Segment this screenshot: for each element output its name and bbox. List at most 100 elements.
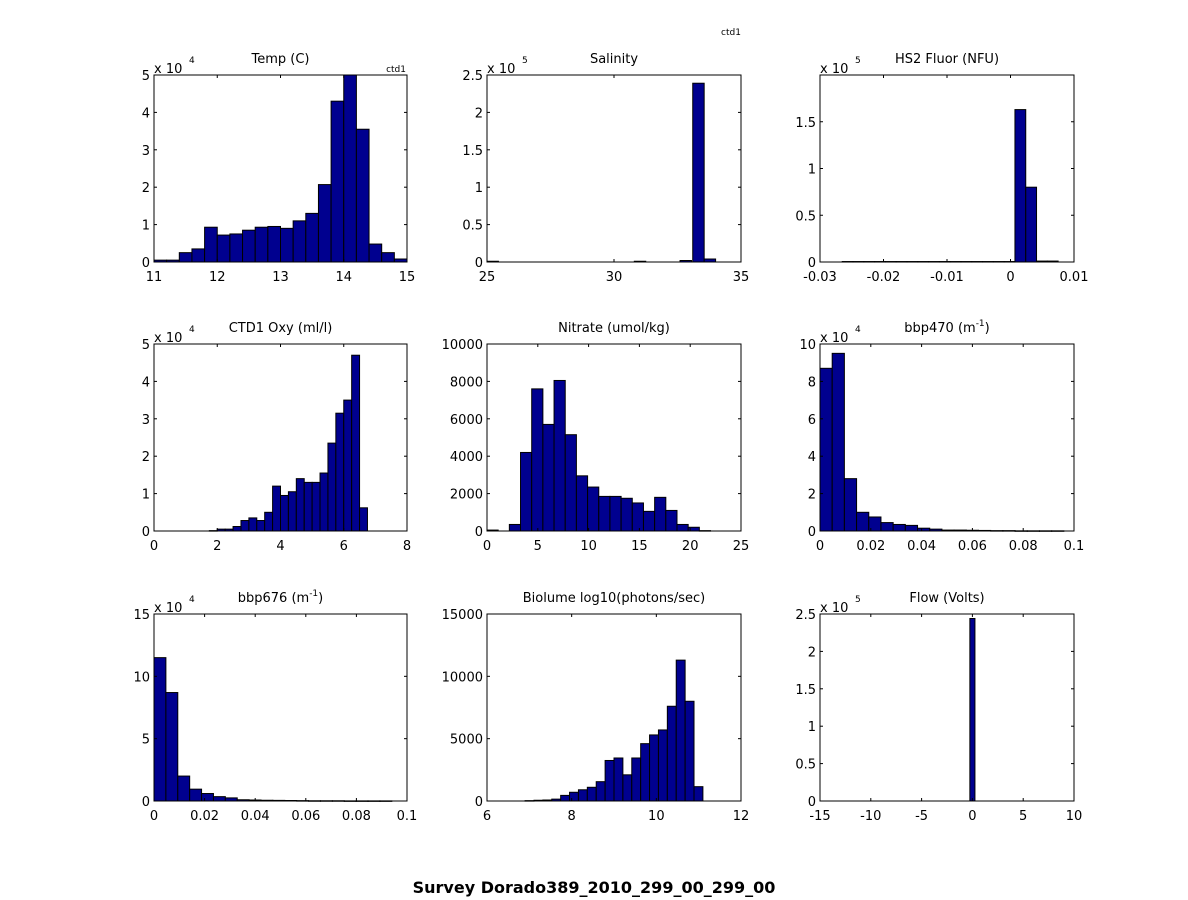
histogram-bar (684, 700, 695, 802)
y-tick-label: 1.5 (795, 683, 816, 698)
y-tick-label: 0 (475, 795, 483, 810)
panel-title-suffix: ) (985, 321, 990, 336)
x-tick-label: 0.06 (291, 809, 320, 824)
y-tick-label: 5 (142, 69, 150, 84)
histogram-bar (287, 491, 297, 532)
y-tick-label: 3 (142, 413, 150, 428)
y-exponent-label: x 10 (487, 62, 515, 77)
x-tick-label: 8 (403, 539, 411, 554)
x-tick-label: -0.03 (803, 270, 837, 285)
y-tick-label: 6000 (450, 413, 483, 428)
histogram-bar (343, 74, 357, 263)
axis-frame (486, 613, 742, 802)
panel-title: Temp (C) (251, 52, 310, 67)
y-exponent-power: 5 (522, 56, 528, 66)
histogram-bar (569, 791, 579, 802)
histogram-bar (531, 388, 544, 532)
y-tick-label: 0.5 (795, 758, 816, 773)
histogram-bar (330, 100, 345, 263)
histogram-bar (201, 793, 214, 802)
histogram-bar (880, 522, 894, 532)
histogram-bar (204, 226, 218, 263)
y-tick-label: 1 (142, 219, 150, 234)
y-tick-label: 4 (142, 106, 150, 121)
y-tick-label: 0 (475, 256, 483, 271)
histogram-bar (242, 229, 256, 263)
histogram-bar (969, 617, 976, 802)
y-tick-label: 0 (475, 525, 483, 540)
x-tick-label: 0 (1006, 270, 1014, 285)
histogram-bar (657, 729, 668, 802)
histogram-bar (542, 423, 555, 532)
histogram-bar (254, 226, 269, 263)
axis-frame (153, 613, 408, 802)
x-tick-label: 0 (150, 539, 158, 554)
histogram-bar (693, 786, 704, 802)
axis-frame (486, 343, 742, 532)
x-tick-label: 0.04 (907, 539, 936, 554)
y-tick-label: 0 (808, 525, 816, 540)
x-tick-label: 25 (733, 539, 750, 554)
axis-frame (819, 343, 1075, 532)
x-tick-label: 14 (335, 270, 352, 285)
y-tick-label: 1.5 (795, 116, 816, 131)
histogram-bar (666, 705, 677, 802)
histogram-bar (1025, 186, 1038, 263)
histogram-bar (675, 659, 686, 802)
histogram-panel-6: 0 0.02 0.04 0.06 0.08 0.1 0 2 4 6 8 10 x 10 4 bbp470 (… (799, 319, 1084, 554)
y-tick-label: 2 (808, 488, 816, 503)
y-tick-label: 6 (808, 413, 816, 428)
histogram-panel-5: 0 5 10 15 20 25 0 2000 4000 6000 8000 10000 Nitrate … (442, 321, 750, 554)
histogram-bar (620, 497, 633, 532)
histogram-bar (292, 220, 307, 263)
histogram-bar (191, 248, 206, 263)
histogram-panel-7: 0 0.02 0.04 0.06 0.08 0.1 0 5 10 15 x 10 4 bbp676 (m… (133, 589, 417, 824)
y-exponent-label: x 10 (154, 601, 182, 616)
histogram-bar (595, 781, 606, 802)
x-tick-label: -15 (809, 809, 830, 824)
y-tick-label: 1 (475, 181, 483, 196)
x-tick-label: -10 (860, 809, 881, 824)
x-tick-label: 5 (1019, 809, 1027, 824)
histogram-bar (317, 184, 332, 263)
histogram-bar (508, 523, 522, 532)
y-exponent-power: 4 (855, 325, 861, 335)
histogram-bar (676, 523, 689, 532)
y-tick-label: 8000 (450, 375, 483, 390)
histogram-panel-3: -0.03 -0.02 -0.01 0 0.01 0 0.5 1 1.5 x 10 5 HS2 Flu… (795, 52, 1088, 285)
y-exponent-power: 5 (855, 56, 861, 66)
x-tick-label: 20 (682, 539, 699, 554)
x-tick-label: 0.01 (1060, 270, 1089, 285)
y-tick-label: 1 (808, 163, 816, 178)
histogram-bar (267, 225, 282, 263)
y-tick-label: 1.5 (462, 144, 483, 159)
histogram-bar (575, 475, 589, 532)
y-tick-label: 0 (142, 256, 150, 271)
panel-title: bbp676 (m-1) (238, 589, 324, 606)
x-tick-label: 25 (479, 270, 496, 285)
histogram-bar (613, 757, 624, 802)
histogram-panel-8: 6 8 10 12 0 5000 10000 15000 Biolume log10(photo… (442, 591, 750, 824)
y-tick-label: 5 (142, 733, 150, 748)
y-tick-label: 10 (799, 338, 816, 353)
y-tick-label: 4 (142, 375, 150, 390)
panel-title: Nitrate (umol/kg) (558, 321, 670, 336)
x-tick-label: 12 (733, 809, 750, 824)
y-tick-label: 0.5 (795, 209, 816, 224)
x-tick-label: 0 (150, 809, 158, 824)
y-tick-label: 3 (142, 144, 150, 159)
histogram-bar (631, 502, 644, 532)
panel-title-main: Biolume log10(photons/sec) (523, 591, 705, 606)
histogram-panel-9: -15 -10 -5 0 5 10 0 0.5 1 1.5 2 2.5 x 10 5 Flow (Volts… (795, 591, 1082, 824)
histogram-bar (240, 520, 250, 532)
histogram-bar (604, 759, 615, 802)
x-tick-label: 0 (816, 539, 824, 554)
panel-title-main: Flow (Volts) (909, 591, 984, 606)
histogram-bar (280, 227, 294, 263)
histogram-bar (892, 523, 906, 532)
figure-title: Survey Dorado389_2010_299_00_299_00 (413, 878, 776, 897)
histogram-bar (343, 399, 353, 532)
y-tick-label: 5 (142, 338, 150, 353)
